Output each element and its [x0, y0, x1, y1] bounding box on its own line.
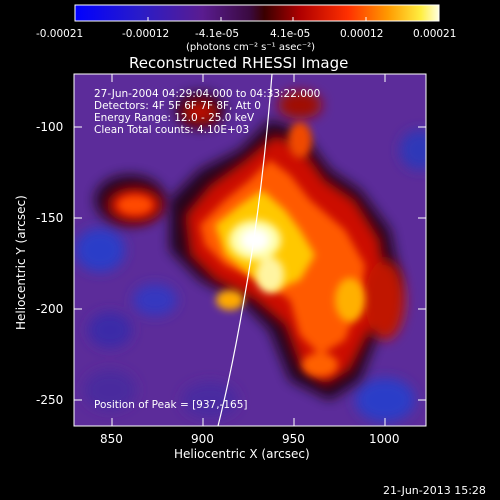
y-tick-label: -250 [36, 393, 63, 407]
colorbar-tick-label: 0.00021 [413, 28, 456, 40]
colorbar-tick-label: 0.00012 [340, 28, 383, 40]
footer-timestamp: 21-Jun-2013 15:28 [383, 484, 486, 497]
colorbar-tick-label: -0.00021 [36, 28, 83, 40]
x-axis-tick-labels: 850 900 950 1000 [100, 432, 400, 446]
y-tick-label: -150 [36, 211, 63, 225]
colorbar-units: (photons cm⁻² s⁻¹ asec⁻²) [186, 42, 315, 53]
x-axis-ticks [111, 74, 386, 426]
rhessi-image [74, 74, 426, 426]
x-tick-label: 850 [100, 432, 123, 446]
colorbar-ticks [74, 17, 440, 21]
x-tick-label: 900 [191, 432, 214, 446]
y-axis-ticks [74, 126, 426, 401]
y-tick-label: -100 [36, 120, 63, 134]
info-line: Detectors: 4F 5F 6F 7F 8F, Att 0 [94, 100, 261, 112]
colorbar-tick-labels: -0.00021 -0.00012 -4.1e-05 4.1e-05 0.000… [36, 28, 456, 40]
plot-frame [73, 73, 427, 427]
colorbar-tick-label: 4.1e-05 [270, 28, 310, 40]
plot-title: Reconstructed RHESSI Image [129, 54, 348, 72]
x-tick-label: 950 [282, 432, 305, 446]
y-axis-tick-labels: -100 -150 -200 -250 [36, 120, 63, 407]
x-tick-label: 1000 [369, 432, 400, 446]
colorbar-tick-label: -0.00012 [122, 28, 169, 40]
peak-position-text: Position of Peak = [937,-165] [94, 399, 248, 411]
info-line: 27-Jun-2004 04:29:04.000 to 04:33:22.000 [94, 88, 320, 100]
info-line: Energy Range: 12.0 - 25.0 keV [94, 112, 255, 124]
colorbar-tick-label: -4.1e-05 [195, 28, 239, 40]
info-text: 27-Jun-2004 04:29:04.000 to 04:33:22.000… [94, 88, 320, 136]
y-tick-label: -200 [36, 302, 63, 316]
x-axis-label: Heliocentric X (arcsec) [174, 447, 310, 461]
y-axis-label: Heliocentric Y (arcsec) [14, 195, 28, 330]
solar-limb [217, 74, 273, 426]
colorbar [74, 4, 440, 22]
info-line: Clean Total counts: 4.10E+03 [94, 124, 249, 136]
